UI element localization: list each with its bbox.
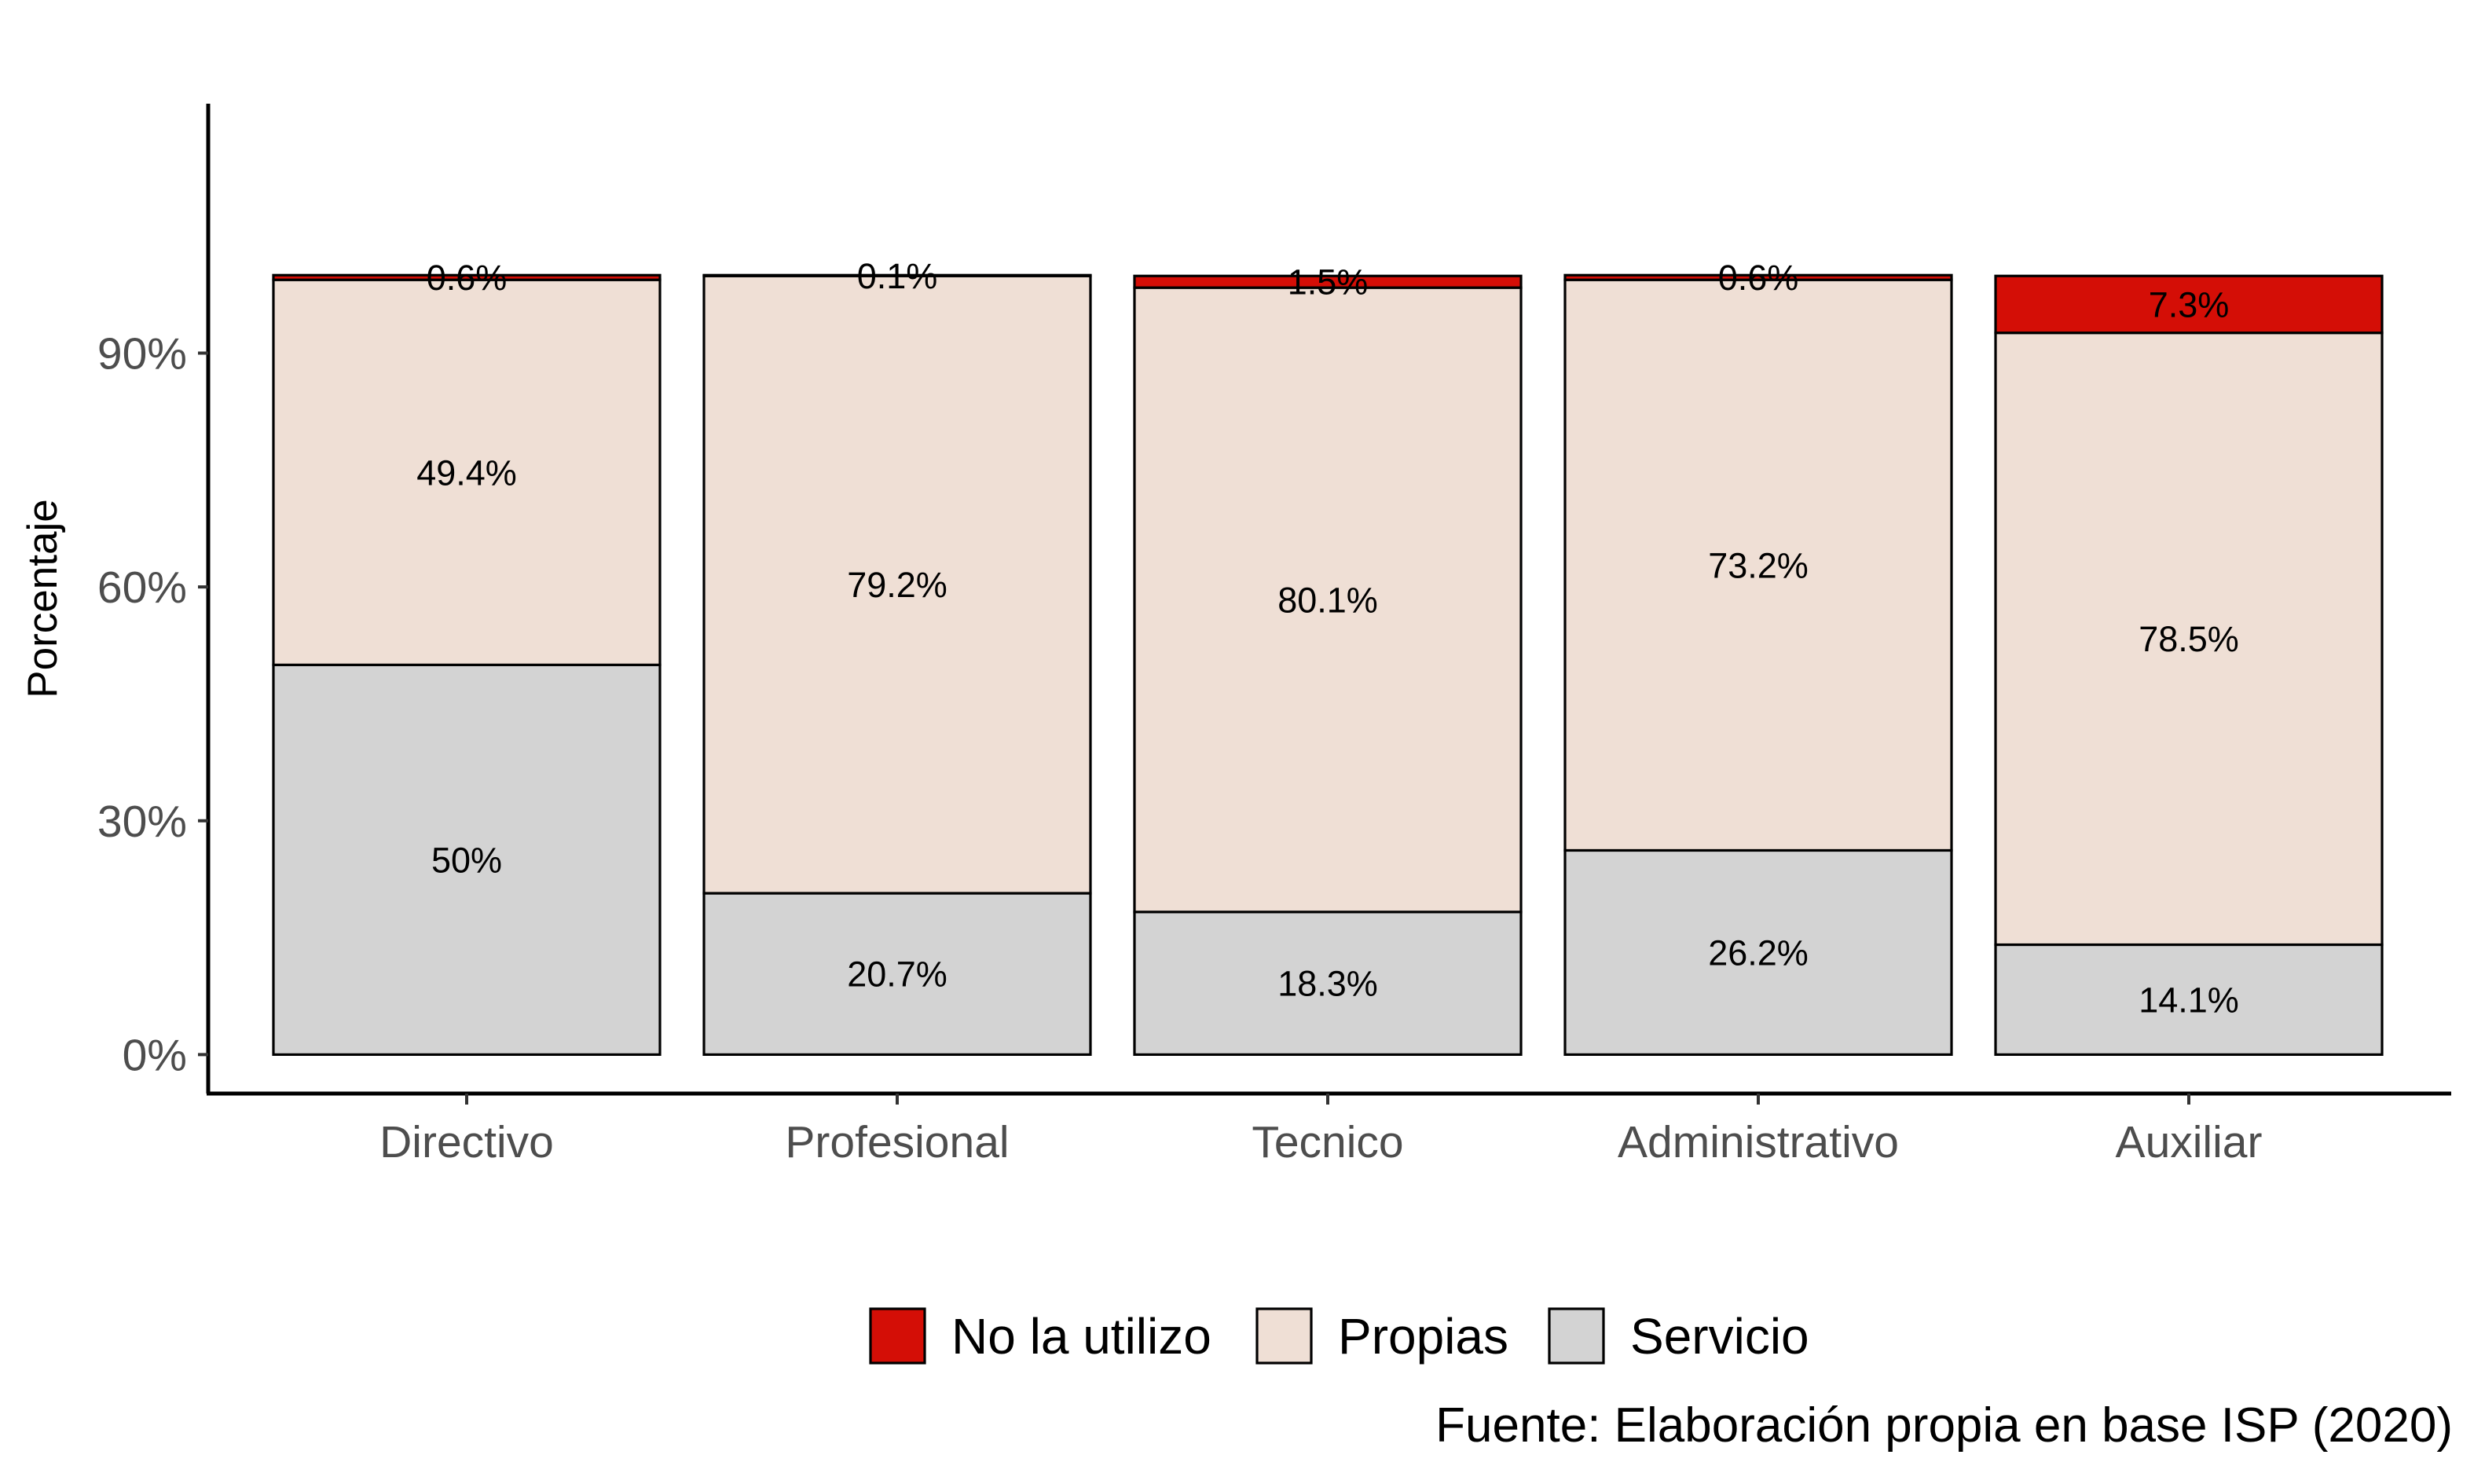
y-tick-label: 0% (123, 1030, 187, 1080)
bar-no-la-utilizo-administrativo (1563, 273, 1953, 281)
x-tick-label-profesional: Profesional (785, 1117, 1009, 1167)
y-axis-title: Porcentaje (20, 499, 66, 698)
bar-no-la-utilizo-directivo (272, 273, 662, 281)
bar-propias-directivo (272, 278, 662, 666)
legend-label-servicio: Servicio (1630, 1308, 1809, 1365)
legend-label-propias: Propias (1338, 1308, 1508, 1365)
bar-propias-profesional (702, 274, 1092, 895)
data-label-no-la-utilizo-administrativo: 0.6% (1718, 258, 1799, 298)
data-label-servicio-tecnico: 18.3% (1277, 964, 1378, 1004)
data-label-servicio-administrativo: 26.2% (1708, 933, 1809, 973)
bar-no-la-utilizo-tecnico (1133, 274, 1523, 289)
data-label-no-la-utilizo-profesional: 0.1% (857, 256, 938, 296)
x-tick-label-tecnico: Tecnico (1252, 1117, 1403, 1167)
x-tick-label-auxiliar: Auxiliar (2116, 1117, 2263, 1167)
caption: Fuente: Elaboración propia en base ISP (… (1435, 1398, 2453, 1453)
x-ticks-layer: Directivo Profesional Tecnico Administrativ… (379, 1094, 2262, 1167)
data-label-propias-profesional: 79.2% (847, 565, 947, 605)
bar-servicio-auxiliar (1994, 943, 2384, 1056)
legend-label-no-la-utilizo: No la utilizo (951, 1308, 1211, 1365)
bar-servicio-administrativo (1563, 848, 1953, 1056)
legend: No la utilizo Propias Servicio (869, 1307, 1809, 1365)
legend-key-servicio (1548, 1307, 1605, 1365)
data-labels-layer: 50% 49.4% 0.6% 20.7% 79.2% 0.1% 18.3% 80.1% 1.5%… (416, 256, 2239, 1020)
data-label-servicio-directivo: 50% (431, 840, 502, 880)
bar-servicio-profesional (702, 892, 1092, 1056)
data-label-propias-auxiliar: 78.5% (2139, 619, 2239, 659)
data-label-propias-tecnico: 80.1% (1277, 580, 1378, 620)
data-label-no-la-utilizo-auxiliar: 7.3% (2149, 284, 2230, 324)
legend-key-no-la-utilizo (869, 1307, 926, 1365)
data-label-no-la-utilizo-directivo: 0.6% (427, 258, 508, 298)
data-label-no-la-utilizo-tecnico: 1.5% (1288, 262, 1369, 302)
data-label-propias-administrativo: 73.2% (1708, 545, 1809, 585)
y-tick-label: 90% (97, 328, 187, 379)
data-label-propias-directivo: 49.4% (416, 453, 517, 493)
bar-servicio-directivo (272, 663, 662, 1056)
y-tick-label: 60% (97, 562, 187, 613)
y-ticks-layer: 0% 30% 60% 90% (97, 328, 208, 1080)
x-tick-label-directivo: Directivo (379, 1117, 554, 1167)
bar-propias-auxiliar (1994, 332, 2384, 947)
x-tick-label-administrativo: Administrativo (1618, 1117, 1899, 1167)
bar-no-la-utilizo-auxiliar (1994, 274, 2384, 335)
data-label-servicio-profesional: 20.7% (847, 955, 947, 995)
data-label-servicio-auxiliar: 14.1% (2139, 980, 2239, 1020)
bars-layer (272, 273, 2384, 1056)
bar-propias-administrativo (1563, 278, 1953, 852)
bar-no-la-utilizo-profesional (702, 273, 1092, 277)
legend-key-propias (1255, 1307, 1313, 1365)
y-tick-label: 30% (97, 797, 187, 847)
